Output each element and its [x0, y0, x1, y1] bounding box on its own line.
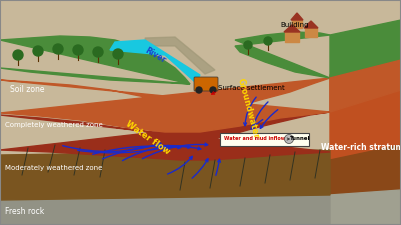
Text: Tunnel: Tunnel [290, 137, 310, 142]
Polygon shape [145, 37, 215, 74]
Bar [305, 28, 317, 37]
Text: Surface settlement: Surface settlement [218, 85, 285, 91]
Text: Soil zone: Soil zone [10, 86, 45, 94]
FancyBboxPatch shape [219, 133, 308, 146]
Polygon shape [235, 32, 330, 78]
Circle shape [244, 41, 252, 49]
Circle shape [113, 49, 123, 59]
Polygon shape [0, 150, 330, 200]
Circle shape [53, 44, 63, 54]
Polygon shape [0, 112, 330, 160]
Circle shape [264, 37, 272, 45]
Text: Groundwater: Groundwater [235, 77, 260, 139]
Polygon shape [291, 13, 303, 20]
Circle shape [73, 45, 83, 55]
Polygon shape [330, 145, 401, 195]
Circle shape [210, 87, 216, 93]
Text: Building: Building [281, 22, 309, 28]
Polygon shape [0, 195, 330, 225]
Bar [285, 32, 299, 42]
Polygon shape [330, 60, 401, 160]
Circle shape [93, 47, 103, 57]
Circle shape [284, 135, 294, 144]
Text: Water and mud inflow: Water and mud inflow [225, 137, 286, 142]
Polygon shape [304, 21, 318, 28]
Text: Fresh rock: Fresh rock [5, 207, 44, 216]
Polygon shape [330, 20, 401, 78]
FancyBboxPatch shape [194, 77, 218, 91]
Text: Water flow: Water flow [124, 119, 172, 157]
Polygon shape [330, 60, 401, 112]
Text: Water-rich stratum: Water-rich stratum [321, 144, 401, 153]
Polygon shape [110, 40, 200, 82]
Circle shape [196, 87, 202, 93]
Polygon shape [0, 36, 190, 84]
Bar [292, 20, 302, 28]
Polygon shape [330, 190, 401, 225]
Circle shape [13, 50, 23, 60]
Text: Completely weathered zone: Completely weathered zone [5, 122, 103, 128]
Circle shape [33, 46, 43, 56]
Text: Moderately weathered zone: Moderately weathered zone [5, 165, 102, 171]
Text: River: River [143, 45, 167, 65]
Polygon shape [284, 25, 300, 32]
Polygon shape [0, 78, 330, 132]
